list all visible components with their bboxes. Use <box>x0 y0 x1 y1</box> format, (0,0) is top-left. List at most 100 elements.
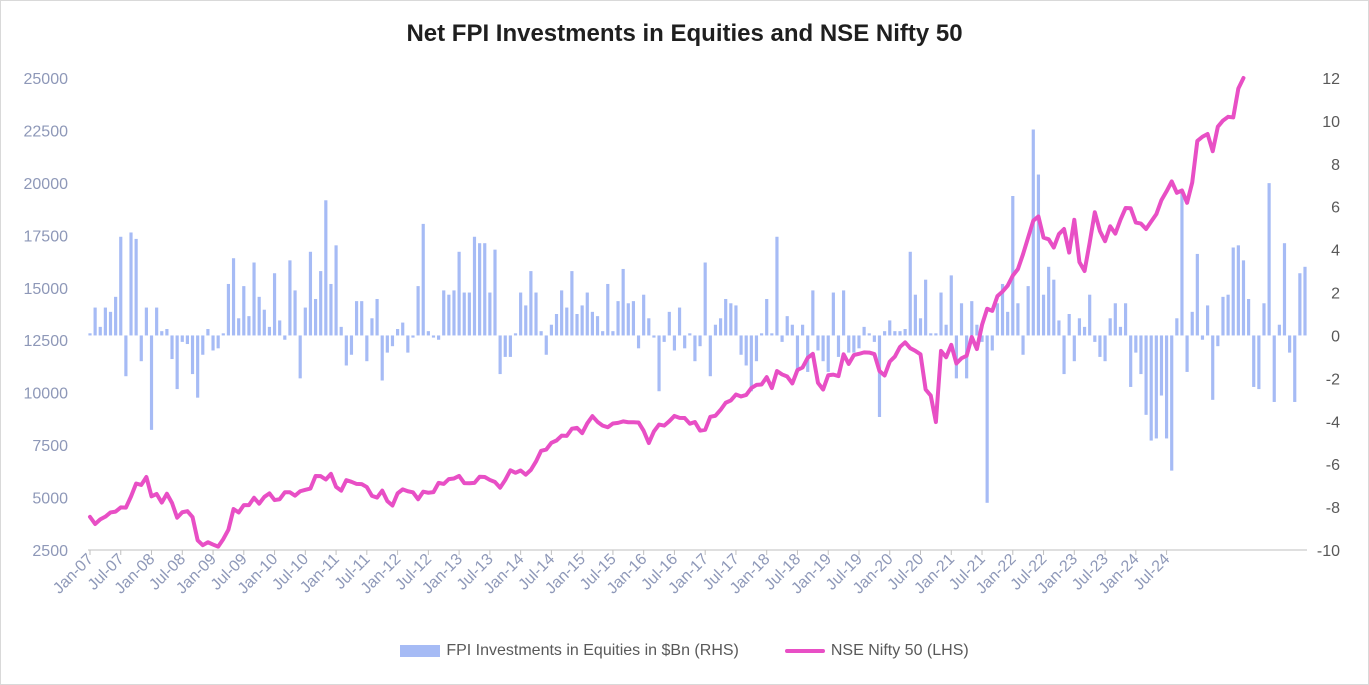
left-tick-label: 12500 <box>24 333 69 350</box>
fpi-bar <box>303 307 307 336</box>
fpi-bar <box>872 335 876 342</box>
left-tick-label: 2500 <box>32 543 68 560</box>
fpi-bar <box>493 249 497 336</box>
fpi-bar <box>103 307 107 336</box>
fpi-bar <box>775 236 779 336</box>
plot-area: 2500500075001000012500150001750020000225… <box>24 71 1341 597</box>
fpi-bar <box>657 335 661 392</box>
legend-label-nifty: NSE Nifty 50 (LHS) <box>830 642 969 659</box>
fpi-bar <box>221 333 225 336</box>
fpi-bar <box>108 311 113 336</box>
fpi-bar <box>1088 294 1092 336</box>
fpi-bar <box>811 290 815 336</box>
fpi-bar <box>457 251 461 336</box>
fpi-bar <box>1180 189 1184 336</box>
fpi-bar <box>1062 335 1066 375</box>
fpi-bar <box>88 333 92 336</box>
fpi-bar <box>1206 305 1210 336</box>
fpi-bar <box>708 335 712 377</box>
right-tick-label: 12 <box>1322 71 1340 88</box>
fpi-bar <box>1006 311 1010 336</box>
fpi-bar <box>606 283 610 336</box>
fpi-bar <box>688 333 692 336</box>
fpi-bar <box>447 294 451 336</box>
fpi-bar <box>478 243 482 336</box>
fpi-bar <box>1211 335 1215 400</box>
fpi-bar <box>1267 183 1271 336</box>
fpi-bar <box>175 335 179 390</box>
fpi-bar <box>288 260 292 336</box>
fpi-bar <box>278 320 282 336</box>
fpi-bar <box>780 335 784 342</box>
fpi-bar <box>636 335 641 349</box>
legend: FPI Investments in Equities in $Bn (RHS)… <box>0 642 1369 660</box>
fpi-bar <box>1016 303 1020 336</box>
fpi-bar <box>713 324 718 336</box>
right-tick-label: 8 <box>1331 157 1340 174</box>
fpi-bar <box>431 335 436 338</box>
fpi-bar <box>770 333 774 336</box>
fpi-bar <box>329 283 333 336</box>
fpi-bar <box>344 335 348 366</box>
fpi-bar <box>749 335 753 392</box>
fpi-bar <box>1021 335 1025 355</box>
fpi-bar <box>724 298 728 336</box>
fpi-bar <box>375 298 379 336</box>
fpi-bar <box>144 307 148 336</box>
fpi-bar <box>1226 294 1230 336</box>
fpi-bar <box>903 329 907 336</box>
fpi-bar <box>975 324 979 336</box>
fpi-bar <box>595 316 600 336</box>
fpi-bar <box>616 301 620 336</box>
legend-swatch-line <box>784 649 825 653</box>
fpi-bar <box>1077 318 1082 336</box>
right-tick-label: 10 <box>1322 114 1340 131</box>
fpi-bar <box>1236 245 1240 336</box>
fpi-bar <box>924 279 928 336</box>
fpi-bar <box>534 292 538 336</box>
left-tick-label: 15000 <box>24 281 69 298</box>
fpi-bar <box>1216 335 1220 347</box>
fpi-bar <box>252 262 256 336</box>
fpi-bar <box>216 335 220 349</box>
fpi-bar <box>1103 335 1107 362</box>
fpi-bar <box>334 245 338 336</box>
fpi-bar <box>313 298 318 336</box>
fpi-bar <box>98 326 102 336</box>
fpi-bar <box>585 292 589 336</box>
fpi-bar <box>370 318 374 336</box>
fpi-bar <box>893 331 897 336</box>
fpi-bar <box>1298 273 1302 336</box>
fpi-bar <box>611 331 615 336</box>
fpi-bar <box>734 305 738 336</box>
fpi-bar <box>934 333 938 336</box>
fpi-bar <box>842 290 846 336</box>
fpi-bar <box>406 335 410 353</box>
fpi-bar <box>939 292 943 336</box>
fpi-bar <box>929 333 933 336</box>
fpi-bar <box>1098 335 1102 357</box>
fpi-bar <box>908 251 912 336</box>
fpi-bars <box>88 129 1307 503</box>
fpi-bar <box>831 292 835 336</box>
fpi-bar <box>483 243 487 336</box>
fpi-bar <box>519 292 523 336</box>
fpi-bar <box>401 322 405 336</box>
fpi-bar <box>1288 335 1292 353</box>
fpi-bar <box>1093 335 1097 342</box>
fpi-bar <box>765 298 769 336</box>
fpi-bar <box>1164 335 1169 439</box>
fpi-bar <box>437 335 441 340</box>
fpi-bar <box>1047 266 1051 336</box>
fpi-bar <box>626 303 630 336</box>
fpi-bar <box>442 290 446 336</box>
left-tick-label: 25000 <box>24 71 69 88</box>
fpi-bar <box>949 275 953 336</box>
fpi-bar <box>662 335 666 342</box>
fpi-bar <box>785 316 789 336</box>
fpi-bar <box>508 335 512 357</box>
fpi-bar <box>1052 279 1056 336</box>
fpi-bar <box>565 307 569 336</box>
fpi-bar <box>1241 260 1246 336</box>
fpi-bar <box>836 335 841 357</box>
